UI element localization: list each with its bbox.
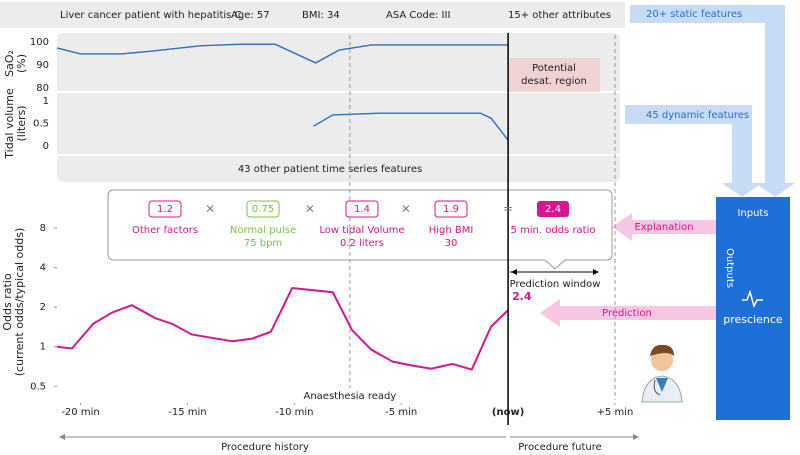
x-tick-label: -10 min bbox=[275, 407, 313, 418]
x-tick-label: -20 min bbox=[61, 407, 99, 418]
prediction-arrow bbox=[540, 299, 716, 327]
y-tick-label: 2 bbox=[40, 302, 46, 313]
annotation-label: Anaesthesia ready bbox=[303, 391, 396, 402]
header-bar bbox=[0, 2, 625, 28]
static-features: 20+ static features bbox=[646, 9, 742, 20]
dynamic-features: 45 dynamic features bbox=[646, 110, 749, 121]
history-label: Procedure history bbox=[221, 442, 309, 453]
explanation-arrow bbox=[612, 213, 716, 241]
y-axis-label: SaO₂ bbox=[3, 50, 16, 77]
factor-box bbox=[345, 200, 379, 218]
age: Age: 57 bbox=[231, 10, 270, 21]
result-value: 2.4 bbox=[545, 204, 561, 215]
x-tick-label: -5 min bbox=[385, 407, 417, 418]
prediction-value: 2.4 bbox=[512, 290, 532, 303]
explanation-box bbox=[107, 189, 613, 270]
y-tick-label: 0.5 bbox=[30, 381, 46, 392]
bmi: BMI: 34 bbox=[302, 10, 340, 21]
operator: × bbox=[401, 202, 411, 216]
factor-box bbox=[434, 200, 468, 218]
other-attributes: 15+ other attributes bbox=[508, 10, 611, 21]
factor-box bbox=[148, 200, 182, 218]
y-axis-label: Odds ratio bbox=[1, 273, 14, 330]
factor-label: 0.2 liters bbox=[340, 238, 384, 249]
factor-label: Normal pulse bbox=[230, 225, 296, 236]
patient: Liver cancer patient with hepatitis C bbox=[60, 10, 242, 21]
factor-label: High BMI bbox=[429, 225, 474, 236]
prediction-window: Prediction window bbox=[510, 279, 601, 290]
logo: prescience bbox=[723, 313, 783, 326]
outputs-label: Outputs bbox=[724, 248, 735, 288]
factor-label: 30 bbox=[445, 238, 458, 249]
factor-label: 75 bpm bbox=[244, 238, 282, 249]
asa: ASA Code: III bbox=[386, 10, 450, 21]
y-tick-label: 80 bbox=[36, 83, 49, 94]
factor-label: Low tidal Volume bbox=[319, 225, 404, 236]
operator: × bbox=[205, 202, 215, 216]
factor-value: 1.9 bbox=[443, 204, 459, 215]
dynamic-arrow bbox=[625, 105, 762, 197]
y-tick-label: 90 bbox=[36, 60, 49, 71]
line bbox=[313, 112, 509, 141]
explanation-label: Explanation bbox=[634, 222, 693, 233]
factor-value: 0.75 bbox=[252, 204, 274, 215]
x-tick-label: -15 min bbox=[168, 407, 206, 418]
operator: × bbox=[305, 202, 315, 216]
operator: = bbox=[503, 202, 513, 216]
y-tick-label: 0 bbox=[43, 141, 49, 152]
model-box bbox=[716, 197, 790, 420]
y-tick-label: 8 bbox=[40, 223, 46, 234]
y-axis-label: (current odds/typical odds) bbox=[13, 228, 26, 377]
y-tick-label: 100 bbox=[30, 37, 49, 48]
desat-label: Potential bbox=[532, 63, 576, 74]
other-series: 43 other patient time series features bbox=[238, 164, 422, 175]
inputs-label: Inputs bbox=[737, 208, 768, 219]
result-box bbox=[537, 201, 569, 217]
factor-label: Other factors bbox=[132, 225, 198, 236]
y-tick-label: 1 bbox=[43, 96, 49, 107]
future-label: Procedure future bbox=[518, 442, 602, 453]
doctor-icon bbox=[641, 344, 683, 403]
desat-label: desat. region bbox=[521, 76, 587, 87]
prediction-label: Prediction bbox=[602, 308, 652, 319]
factor-value: 1.4 bbox=[354, 204, 370, 215]
y-tick-label: 0.5 bbox=[33, 119, 49, 130]
factor-box bbox=[246, 200, 280, 218]
x-tick-label: +5 min bbox=[597, 407, 634, 418]
logo-icon bbox=[742, 289, 763, 309]
desat-region bbox=[508, 58, 600, 92]
factor-value: 1.2 bbox=[157, 204, 173, 215]
y-tick-label: 1 bbox=[40, 342, 46, 353]
y-axis-label: (%) bbox=[15, 54, 28, 73]
static-arrow bbox=[630, 5, 795, 197]
y-axis-label: Tidal volume bbox=[3, 88, 16, 160]
line bbox=[56, 286, 509, 371]
result-label: 5 min. odds ratio bbox=[510, 225, 595, 236]
y-tick-label: 4 bbox=[40, 263, 46, 274]
y-axis-label: (liters) bbox=[15, 105, 28, 141]
series-panel bbox=[57, 33, 620, 182]
line bbox=[56, 43, 509, 64]
